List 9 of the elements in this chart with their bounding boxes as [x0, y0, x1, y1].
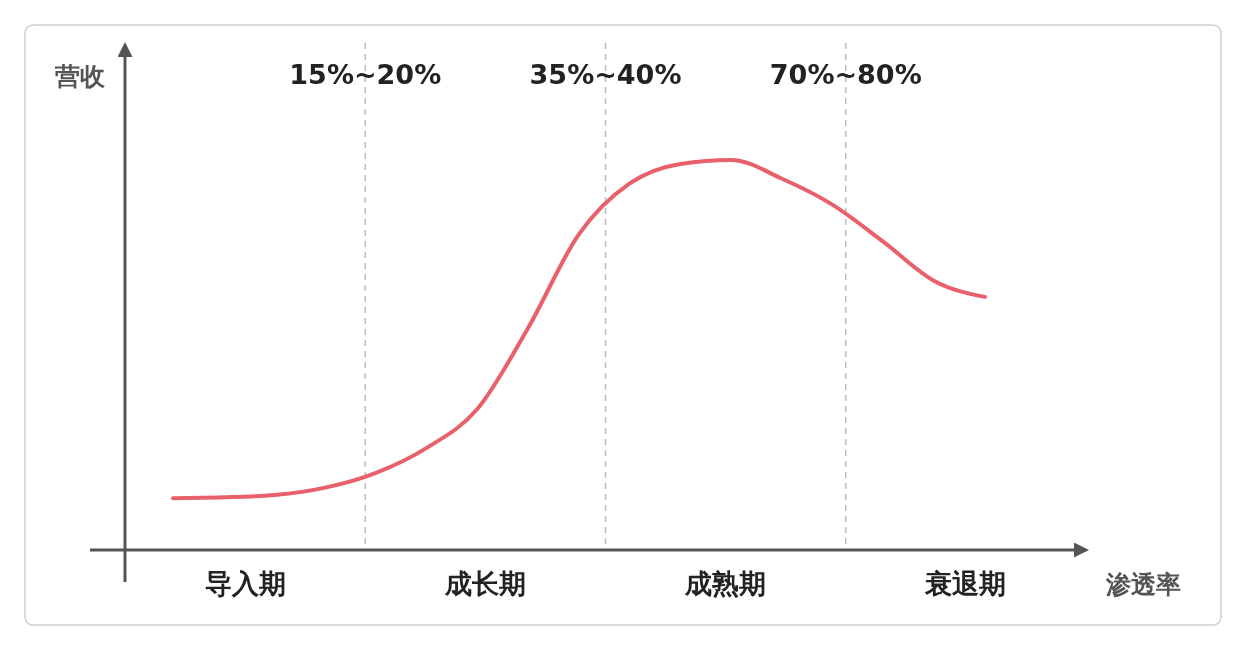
text: 70%~80% [769, 59, 922, 90]
text: 成长期 [443, 568, 526, 599]
text: 成熟期 [684, 568, 767, 599]
x-axis-title: 渗透率 [1104, 570, 1181, 599]
text: 导入期 [204, 568, 286, 599]
text: 15%~20% [289, 59, 442, 90]
y-axis-title: 营收 [54, 62, 106, 91]
text: 35%~40% [529, 59, 682, 90]
text: 衰退期 [924, 568, 1007, 599]
